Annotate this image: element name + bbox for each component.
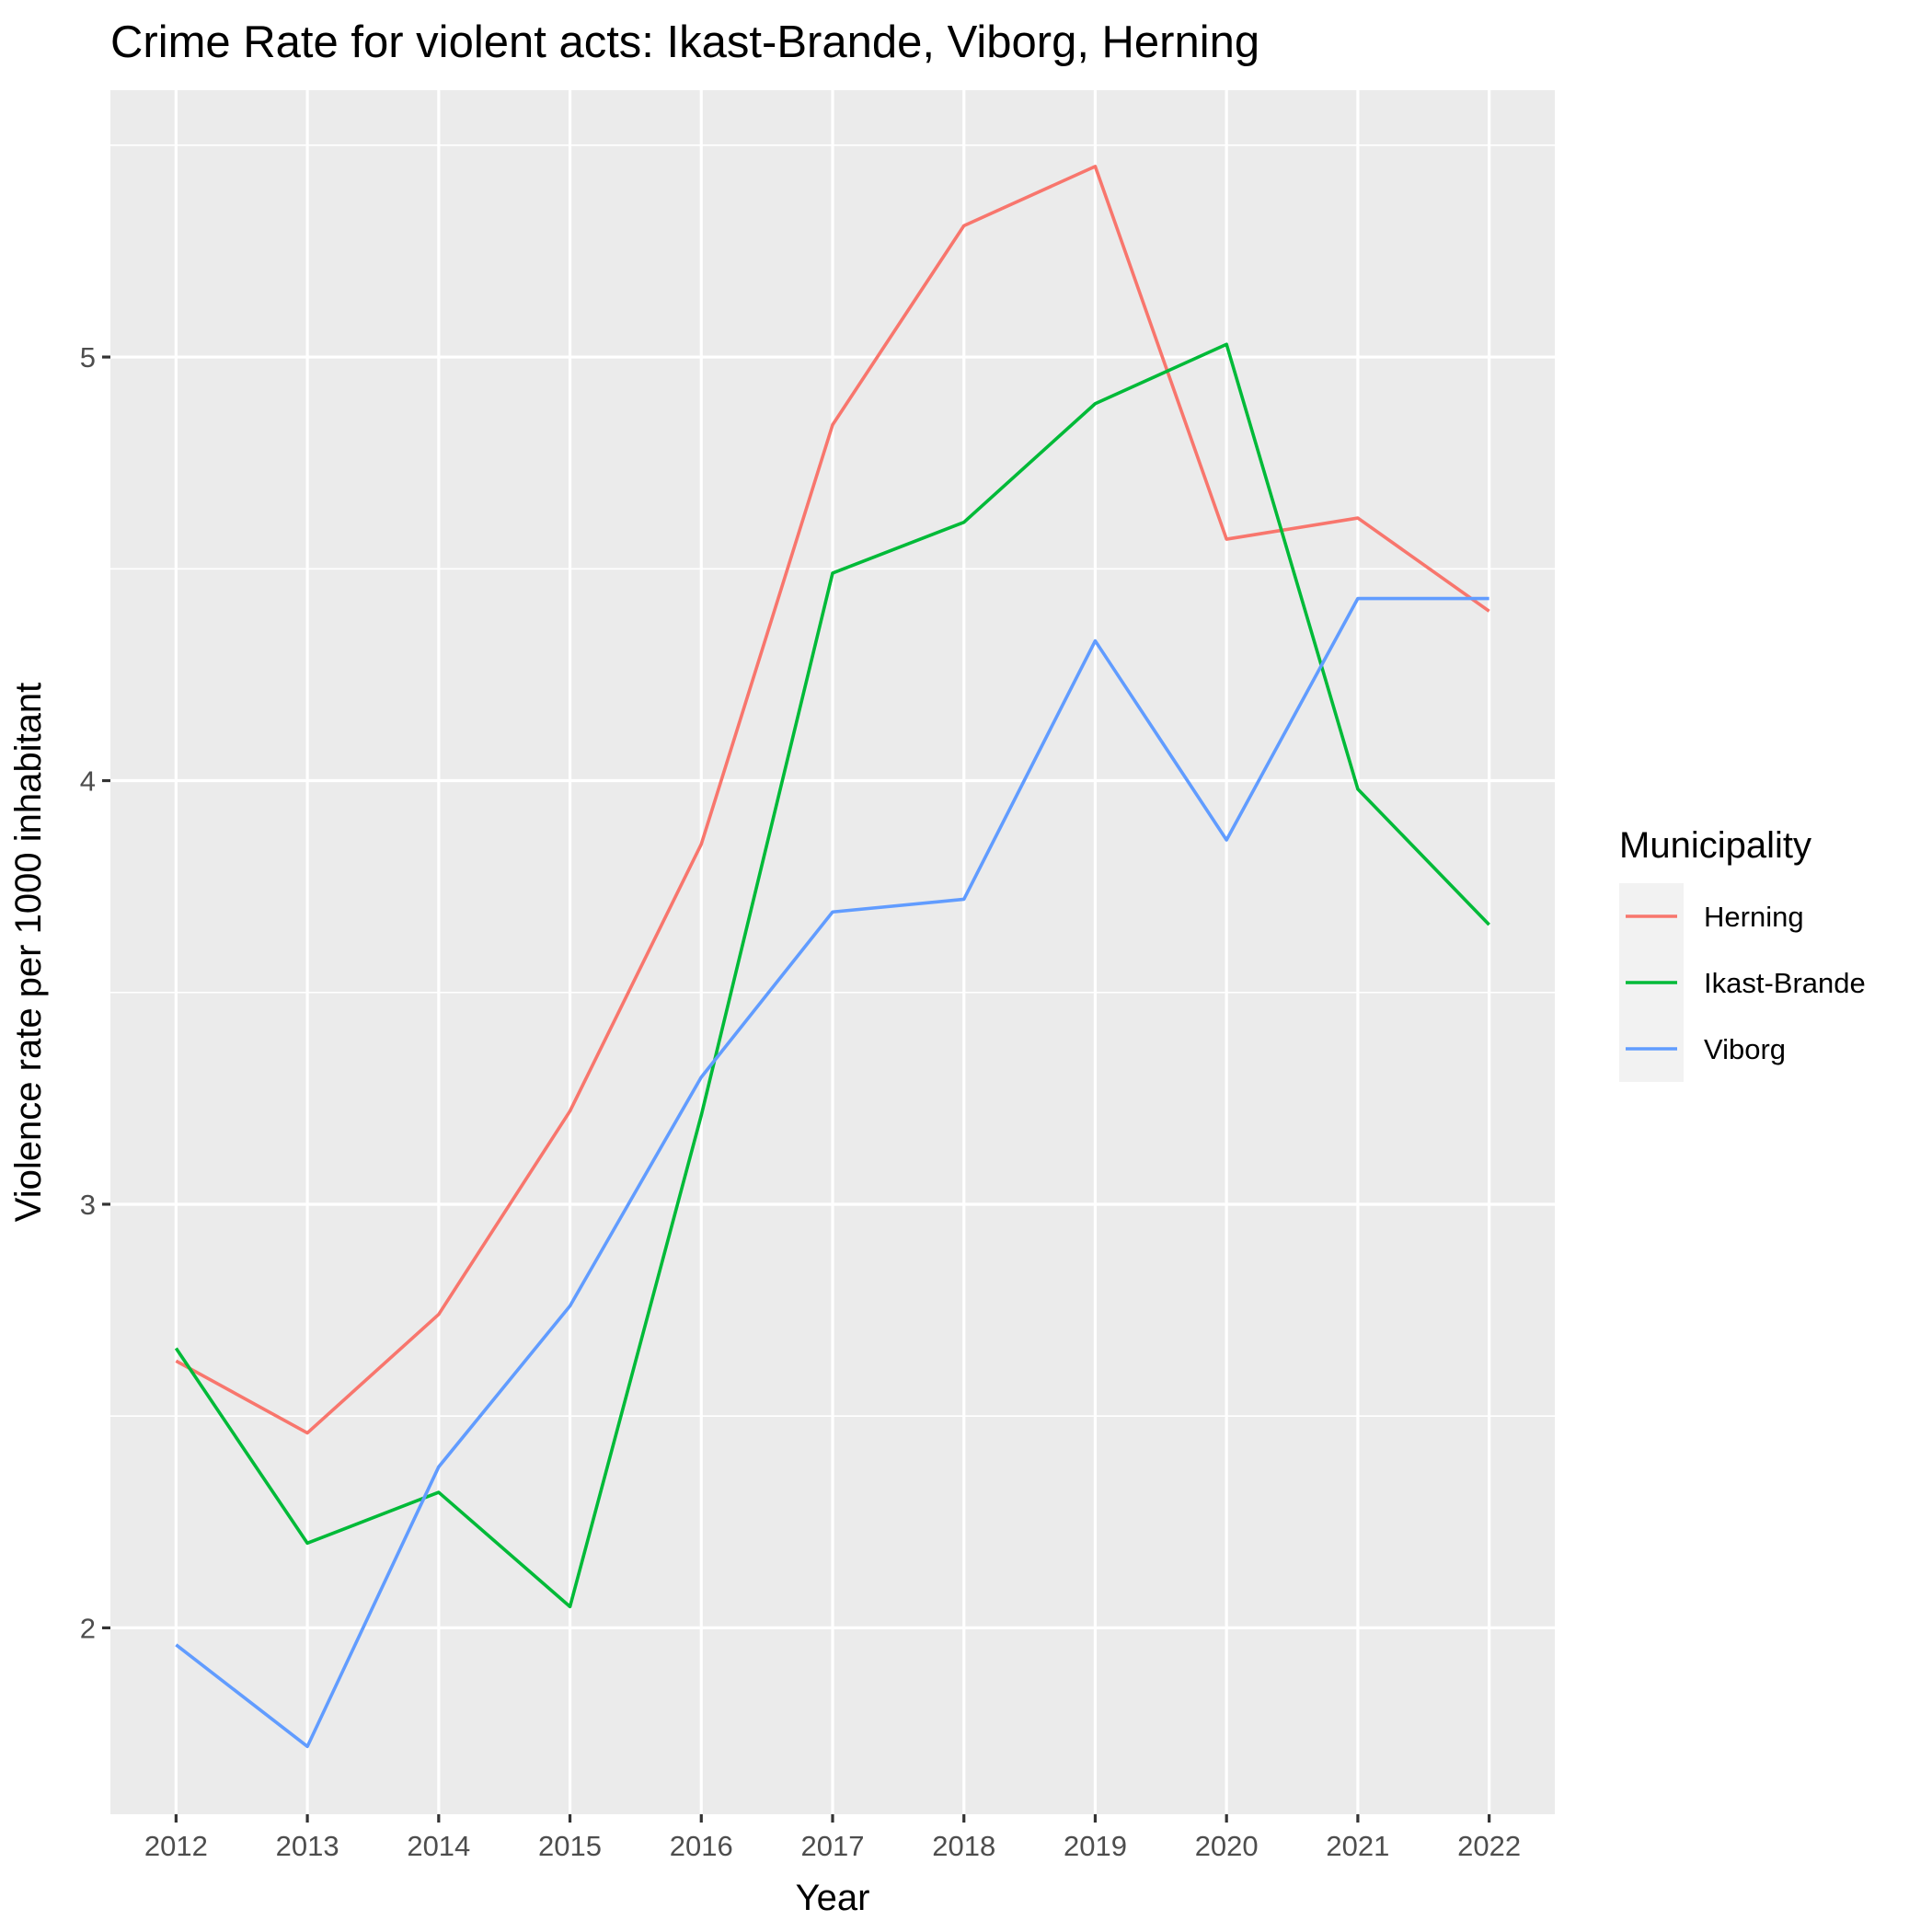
x-axis: 2012 2013 2014 2015 2016 2017 2018 2019 2020 2021… xyxy=(144,1814,1521,1862)
chart-title: Crime Rate for violent acts: Ikast-Brand… xyxy=(110,17,1259,67)
major-x-gridlines xyxy=(174,90,1491,1814)
x-tick-label: 2016 xyxy=(670,1830,733,1862)
x-tick-label: 2014 xyxy=(407,1830,470,1862)
legend: Municipality Herning Ikast-Brande Viborg xyxy=(1619,825,1866,1082)
y-axis-title: Violence rate per 1000 inhabitant xyxy=(8,683,49,1222)
y-tick-label: 4 xyxy=(80,765,96,798)
series-lines xyxy=(174,165,1490,1749)
x-tick-label: 2015 xyxy=(538,1830,602,1862)
x-tick-label: 2019 xyxy=(1064,1830,1127,1862)
x-axis-title: Year xyxy=(796,1878,870,1918)
x-tick-label: 2018 xyxy=(932,1830,995,1862)
series-line-herning xyxy=(175,165,1490,1435)
y-tick-label: 2 xyxy=(80,1612,96,1644)
y-tick-label: 3 xyxy=(80,1189,96,1221)
x-tick-label: 2020 xyxy=(1195,1830,1259,1862)
legend-label-ikast-brande: Ikast-Brande xyxy=(1704,967,1866,999)
y-tick-label: 5 xyxy=(80,341,96,374)
series-line-ikast-brande xyxy=(174,342,1490,1609)
series-line-viborg xyxy=(175,596,1489,1749)
y-axis: 2 3 4 5 xyxy=(80,341,110,1644)
legend-items: Herning Ikast-Brande Viborg xyxy=(1619,883,1866,1082)
legend-label-viborg: Viborg xyxy=(1704,1033,1786,1065)
legend-label-herning: Herning xyxy=(1704,901,1804,933)
x-tick-label: 2012 xyxy=(144,1830,208,1862)
x-tick-label: 2021 xyxy=(1326,1830,1389,1862)
x-tick-label: 2013 xyxy=(276,1830,339,1862)
x-tick-label: 2017 xyxy=(801,1830,865,1862)
legend-title: Municipality xyxy=(1619,825,1811,866)
x-tick-label: 2022 xyxy=(1457,1830,1521,1862)
